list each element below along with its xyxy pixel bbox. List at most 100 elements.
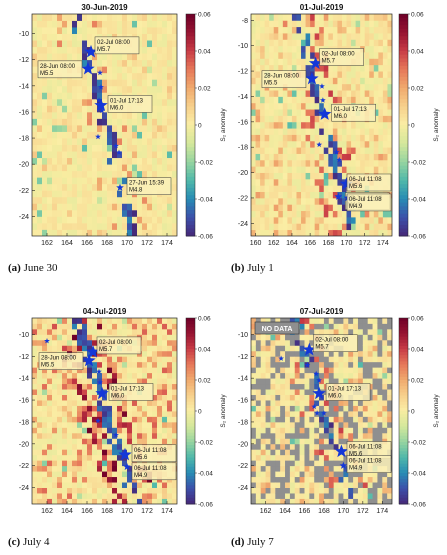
heatmap-cell xyxy=(304,383,310,390)
heatmap-cell xyxy=(147,229,153,236)
heatmap-cell xyxy=(305,14,311,21)
heatmap-cell xyxy=(369,166,375,173)
heatmap-cell xyxy=(301,121,306,129)
heatmap-cell xyxy=(328,185,334,192)
heatmap-cell xyxy=(360,64,366,72)
heatmap-cell xyxy=(152,46,158,54)
colorbar-tick-label: -0.04 xyxy=(411,197,426,204)
heatmap-cell xyxy=(67,454,73,461)
heatmap-cell xyxy=(328,39,334,47)
heatmap-cell xyxy=(338,323,344,330)
heatmap-cell xyxy=(264,134,270,142)
heatmap-cell xyxy=(87,20,93,28)
heatmap-cell xyxy=(373,115,379,123)
heatmap-cell xyxy=(338,411,344,417)
heatmap-cell xyxy=(328,328,335,335)
heatmap-cell xyxy=(314,77,320,85)
event-magnitude: M4.9 xyxy=(349,466,363,472)
no-data-cell xyxy=(387,318,392,324)
no-data-cell xyxy=(333,471,339,478)
heatmap-cell xyxy=(373,39,379,47)
heatmap-cell xyxy=(280,350,286,357)
heatmap-cell xyxy=(47,203,53,211)
heatmap-cell xyxy=(147,411,153,417)
heatmap-cell xyxy=(87,131,93,139)
heatmap-cell xyxy=(77,170,83,178)
heatmap-cell xyxy=(77,427,83,434)
heatmap-cell xyxy=(162,40,168,48)
heatmap-cell xyxy=(122,20,128,28)
heatmap-cell xyxy=(362,350,369,357)
heatmap-cell xyxy=(112,493,118,499)
heatmap-cell xyxy=(37,125,43,132)
heatmap-cell xyxy=(52,125,58,132)
heatmap-cell xyxy=(67,79,73,87)
heatmap-cell xyxy=(294,361,301,368)
heatmap-cell xyxy=(52,209,58,217)
heatmap-cell xyxy=(127,427,133,434)
heatmap-cell xyxy=(369,153,375,161)
heatmap-cell xyxy=(127,498,133,504)
heatmap-cell xyxy=(152,111,158,119)
heatmap-cell xyxy=(382,482,388,488)
heatmap-cell xyxy=(314,482,320,488)
no-data-cell xyxy=(304,427,310,434)
heatmap-cell xyxy=(282,159,288,167)
heatmap-cell xyxy=(117,454,123,461)
heatmap-cell xyxy=(157,79,163,87)
heatmap-cell xyxy=(251,147,256,154)
heatmap-cell xyxy=(255,493,262,499)
no-data-cell xyxy=(270,318,276,324)
colorbar-tick-label: -0.04 xyxy=(198,197,213,204)
heatmap-cell xyxy=(32,323,38,330)
heatmap-cell xyxy=(87,411,93,417)
no-data-cell xyxy=(314,476,320,483)
heatmap-cell xyxy=(360,14,366,21)
heatmap-cell xyxy=(47,427,53,434)
heatmap-cell xyxy=(378,216,384,224)
heatmap-cell xyxy=(102,328,108,335)
heatmap-cell xyxy=(67,138,73,145)
heatmap-cell xyxy=(260,210,266,218)
heatmap-cell xyxy=(275,482,281,488)
heatmap-cell xyxy=(42,46,48,54)
heatmap-cell xyxy=(273,109,279,116)
heatmap-cell xyxy=(67,471,73,478)
heatmap-cell xyxy=(132,222,138,230)
heatmap-cell xyxy=(122,498,128,504)
heatmap-cell xyxy=(172,170,177,178)
heatmap-cell xyxy=(92,229,98,236)
heatmap-cell xyxy=(310,26,316,34)
heatmap-cell xyxy=(57,328,63,335)
heatmap-cell xyxy=(251,216,256,224)
heatmap-cell xyxy=(127,323,133,330)
heatmap-cell xyxy=(172,339,177,346)
heatmap-cell xyxy=(372,334,378,341)
heatmap-cell xyxy=(32,177,38,185)
heatmap-cell xyxy=(167,487,173,494)
heatmap-cell xyxy=(157,72,163,80)
heatmap-cell xyxy=(296,197,302,205)
heatmap-cell xyxy=(32,405,38,412)
heatmap-cell xyxy=(107,372,113,379)
heatmap-cell xyxy=(289,421,296,428)
heatmap-cell xyxy=(348,372,354,379)
heatmap-cell xyxy=(57,14,63,21)
heatmap-cell xyxy=(260,140,266,148)
heatmap-cell xyxy=(87,345,93,352)
heatmap-cell xyxy=(369,159,375,167)
heatmap-cell xyxy=(255,210,261,218)
heatmap-cell xyxy=(72,164,78,172)
colorbar-label: S₂ anomaly xyxy=(433,394,440,428)
heatmap-cell xyxy=(305,153,311,161)
no-data-cell xyxy=(309,361,315,368)
heatmap-cell xyxy=(112,471,118,478)
caption-c-label: (c) xyxy=(8,536,21,548)
heatmap-cell xyxy=(351,77,357,85)
heatmap-cell xyxy=(372,367,378,374)
heatmap-cell xyxy=(42,339,48,346)
y-tick-label: -24 xyxy=(238,485,248,492)
small-star-icon xyxy=(98,84,104,90)
heatmap-cell xyxy=(122,118,128,126)
heatmap-cell xyxy=(107,465,113,472)
